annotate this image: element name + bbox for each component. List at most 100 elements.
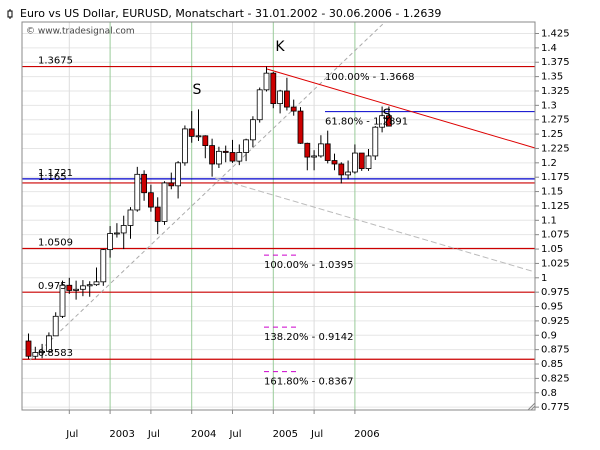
- trend-line: [214, 177, 536, 273]
- level-label: 1.165: [38, 172, 67, 183]
- x-tick-label: 2005: [273, 429, 298, 440]
- candle-body: [120, 225, 127, 234]
- candle-body: [351, 152, 358, 173]
- candle-body: [46, 335, 52, 352]
- x-tick-label: Jul: [228, 429, 241, 440]
- plot-area: [22, 22, 535, 410]
- candle-body: [345, 171, 352, 176]
- annotation: S: [383, 107, 392, 123]
- candle-body: [32, 352, 39, 357]
- candle-body: [39, 350, 45, 353]
- y-tick-label: 1.05: [541, 244, 563, 255]
- x-tick-label: 2004: [191, 429, 216, 440]
- y-tick-label: 1.275: [541, 115, 570, 126]
- candle-body: [86, 284, 93, 287]
- levels: [22, 65, 535, 373]
- candle-body: [236, 152, 243, 162]
- labels: 1.425 1.4 1.375 1.35 1.325 1.3 1.275 1.25 1.225 1…: [38, 28, 570, 440]
- y-tick-label: 1.35: [541, 72, 563, 83]
- y-tick-label: 0.9: [541, 330, 557, 341]
- candle-body: [311, 155, 318, 158]
- candle-body: [338, 163, 345, 176]
- candle-body: [304, 142, 311, 158]
- trend-line: [29, 21, 386, 361]
- fib-label: 100.00% - 1.3668: [325, 72, 414, 83]
- y-tick-label: 1: [541, 273, 547, 284]
- candle-body: [202, 135, 209, 146]
- x-tick-label: 2003: [109, 429, 134, 440]
- candle-body: [59, 284, 66, 317]
- candle-body: [181, 128, 188, 164]
- candle-body: [195, 135, 202, 138]
- candle-body: [379, 115, 386, 128]
- candle-body: [317, 143, 324, 157]
- candle-body: [154, 206, 161, 222]
- y-tick-label: 1.175: [541, 172, 570, 183]
- candle-body: [127, 209, 134, 226]
- candle-body: [222, 150, 229, 153]
- candle-body: [52, 315, 59, 337]
- candle-body: [358, 152, 365, 169]
- candle-body: [215, 150, 222, 165]
- candle-body: [100, 249, 107, 283]
- x-tick-label: Jul: [65, 429, 78, 440]
- level-label: 1.0509: [38, 238, 73, 249]
- y-tick-label: 1.325: [541, 86, 570, 97]
- y-tick-label: 1.25: [541, 129, 563, 140]
- icon: [7, 10, 13, 18]
- candle-body: [93, 281, 100, 286]
- y-tick-label: 1.4: [541, 43, 557, 54]
- y-tick-label: 0.85: [541, 359, 563, 370]
- fib-label: 138.20% - 0.9142: [264, 332, 353, 343]
- candle-body: [283, 90, 290, 108]
- candle-body: [365, 155, 372, 169]
- candle-body: [73, 288, 79, 291]
- chart-title: Euro vs US Dollar, EURUSD, Monatschart -…: [20, 7, 441, 20]
- candle-body: [107, 233, 113, 251]
- y-tick-label: 1.1: [541, 215, 557, 226]
- candle-body: [277, 90, 284, 105]
- candle-body: [66, 284, 73, 291]
- candle-body: [168, 182, 175, 187]
- candle-body: [114, 232, 120, 235]
- trend-line: [266, 68, 536, 149]
- y-tick-label: 1.15: [541, 187, 563, 198]
- y-tick-label: 1.025: [541, 258, 570, 269]
- candle-body: [80, 285, 86, 290]
- y-tick-label: 0.925: [541, 316, 570, 327]
- y-tick-label: 0.875: [541, 345, 570, 356]
- fib-label: 100.00% - 1.0395: [264, 260, 353, 271]
- y-tick-label: 0.8: [541, 388, 557, 399]
- candle-body: [134, 173, 141, 211]
- x-tick-label: Jul: [310, 429, 323, 440]
- candle-body: [188, 128, 195, 137]
- candle-body: [25, 340, 32, 357]
- level-label: 0.975: [38, 281, 67, 292]
- y-tick-label: 1.2: [541, 158, 557, 169]
- candle-body: [229, 152, 236, 162]
- copyright: © www.tradesignal.com: [26, 27, 135, 37]
- resize-grip: [527, 402, 536, 411]
- fib-label: 61.80% - 1.2891: [325, 117, 408, 128]
- candle-body: [385, 115, 392, 127]
- candle-body: [147, 192, 154, 208]
- y-tick-label: 0.95: [541, 302, 563, 313]
- candle-body: [243, 139, 250, 153]
- candle-body: [290, 106, 297, 112]
- candle-body: [263, 72, 270, 91]
- y-tick-label: 1.425: [541, 28, 570, 39]
- y-tick-label: 1.375: [541, 57, 570, 68]
- candle-body: [270, 72, 277, 105]
- candle-body: [324, 143, 331, 161]
- candle-body: [372, 126, 379, 157]
- y-tick-label: 0.975: [541, 287, 570, 298]
- x-tick-label: Jul: [147, 429, 160, 440]
- level-label: 1.1721: [38, 168, 73, 179]
- annotation: K: [275, 39, 285, 55]
- y-tick-label: 1.225: [541, 143, 570, 154]
- candle-body: [256, 89, 263, 121]
- candle-body: [249, 119, 256, 141]
- candles: [25, 66, 392, 360]
